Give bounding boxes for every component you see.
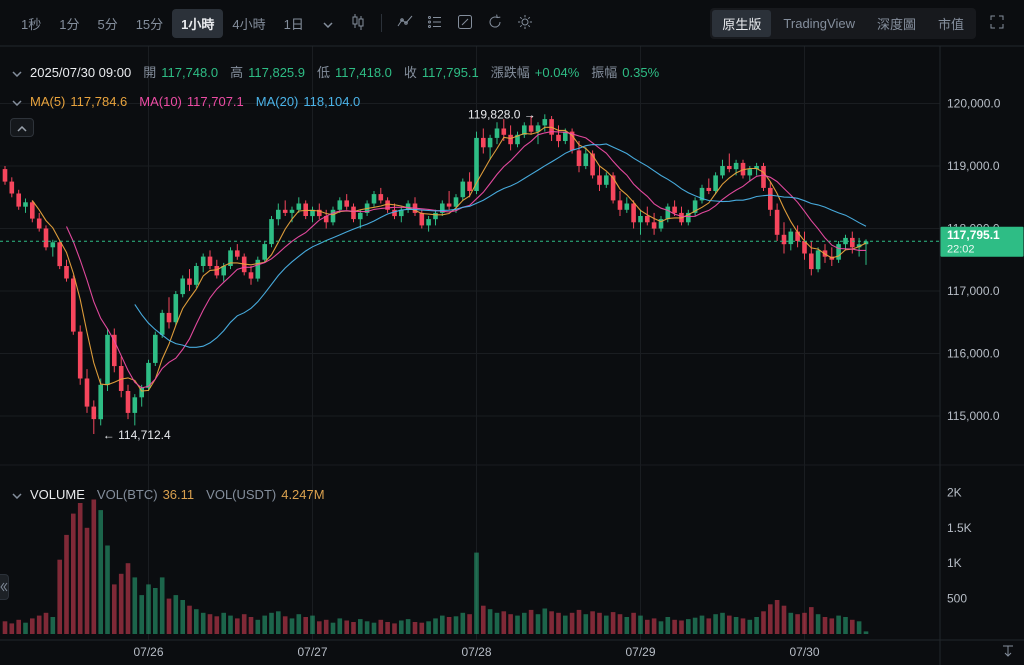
ma5-line	[31, 126, 867, 392]
draw-tools-button[interactable]	[452, 10, 478, 36]
tab-tradingview[interactable]: TradingView	[773, 10, 865, 37]
svg-text:500: 500	[947, 592, 967, 606]
toolbar-divider	[380, 14, 382, 32]
close-label: 收	[403, 65, 417, 80]
volume-collapse-button[interactable]	[12, 487, 22, 502]
vol-usdt-value: 4.247M	[281, 487, 325, 502]
svg-text:07/26: 07/26	[133, 645, 163, 659]
change-value: +0.04%	[534, 65, 580, 80]
ma20-line	[134, 143, 867, 348]
price-axis-labels[interactable]: 120,000.0119,000.0118,000.0117,000.0116,…	[947, 97, 1001, 424]
ma5-value: 117,784.6	[70, 94, 128, 109]
indicators-icon	[396, 13, 414, 34]
chart-toolbar: 1秒 1分 5分 15分 1小時 4小時 1日 原生版 TradingView …	[0, 0, 1024, 46]
vol-btc-label: VOL(BTC)	[96, 487, 158, 502]
interval-4h-button[interactable]: 4小時	[223, 9, 274, 38]
interval-5m-button[interactable]: 5分	[88, 9, 126, 38]
svg-text:07/30: 07/30	[789, 645, 819, 659]
chevron-down-icon	[12, 65, 22, 80]
svg-text:117,795.1: 117,795.1	[947, 228, 1000, 242]
svg-text:119,000.0: 119,000.0	[947, 159, 1000, 173]
close-value: 117,795.1	[421, 65, 479, 80]
price-gridlines	[0, 103, 940, 417]
svg-text:115,000.0: 115,000.0	[947, 409, 1000, 423]
svg-text:07/27: 07/27	[297, 645, 327, 659]
open-value: 117,748.0	[161, 65, 219, 80]
tab-market-cap[interactable]: 市值	[928, 10, 974, 37]
indicator-list-button[interactable]	[422, 10, 448, 36]
volume-bars	[2, 499, 869, 634]
volume-info-bar: VOLUME VOL(BTC) 36.11 VOL(USDT) 4.247M	[12, 487, 325, 502]
double-chevron-left-icon	[0, 580, 8, 595]
candlestick-icon	[349, 13, 367, 34]
svg-text:1K: 1K	[947, 556, 962, 570]
svg-text:1.5K: 1.5K	[947, 521, 972, 535]
tab-native-version[interactable]: 原生版	[712, 9, 772, 37]
volume-axis-labels[interactable]: 2K 1.5K 1K 500	[947, 485, 972, 605]
info-collapse-button[interactable]	[12, 65, 22, 80]
list-icon	[426, 13, 444, 34]
interval-dropdown-button[interactable]	[315, 10, 341, 36]
high-annotation: 119,828.0 →	[468, 107, 536, 121]
interval-1s-button[interactable]: 1秒	[12, 9, 50, 38]
chevron-down-icon	[12, 487, 22, 502]
replay-button[interactable]	[482, 10, 508, 36]
ma-collapse-button[interactable]	[12, 94, 22, 109]
candles	[2, 114, 869, 434]
pane-collapse-button[interactable]	[10, 118, 34, 137]
chevron-down-icon	[12, 94, 22, 109]
svg-text:07/28: 07/28	[461, 645, 491, 659]
svg-text:2K: 2K	[947, 485, 962, 499]
chevron-down-icon	[323, 16, 333, 31]
ma10-value: 117,707.1	[186, 94, 244, 109]
replay-icon	[486, 13, 504, 34]
tab-depth-chart[interactable]: 深度圖	[867, 10, 926, 37]
open-label: 開	[143, 65, 157, 80]
vol-usdt-label: VOL(USDT)	[206, 487, 277, 502]
gear-icon	[516, 13, 534, 34]
date-gridlines	[148, 46, 805, 640]
svg-text:22:02: 22:02	[947, 243, 975, 255]
interval-1d-button[interactable]: 1日	[275, 9, 313, 38]
ohlc-info-bar: 2025/07/30 09:00 開 117,748.0 高 117,825.9 低…	[12, 65, 659, 80]
low-label: 低	[317, 65, 331, 80]
low-annotation: ← 114,712.4	[103, 428, 171, 442]
pencil-square-icon	[456, 13, 474, 34]
settings-button[interactable]	[512, 10, 538, 36]
ma10-line	[65, 131, 866, 389]
interval-1m-button[interactable]: 1分	[50, 9, 88, 38]
interval-1h-button[interactable]: 1小時	[172, 8, 224, 38]
ma-info-bar: MA(5) 117,784.6 MA(10) 117,707.1 MA(20) 118…	[12, 94, 360, 109]
svg-text:07/29: 07/29	[625, 645, 655, 659]
candle-datetime: 2025/07/30 09:00	[30, 65, 132, 80]
interval-15m-button[interactable]: 15分	[127, 9, 172, 38]
svg-text:116,000.0: 116,000.0	[947, 347, 1000, 361]
change-label: 漲跌幅	[490, 65, 530, 80]
indicators-button[interactable]	[392, 10, 418, 36]
last-price-badge[interactable]: 117,795.122:02	[940, 226, 1024, 257]
panel-slide-handle[interactable]	[0, 574, 9, 600]
amplitude-label: 振幅	[591, 65, 618, 80]
fullscreen-icon	[989, 14, 1005, 33]
ma20-label: MA(20)	[255, 94, 299, 109]
view-mode-tabs: 原生版 TradingView 深度圖 市值	[710, 7, 976, 39]
ma5-label: MA(5)	[30, 94, 66, 109]
high-value: 117,825.9	[248, 65, 305, 80]
scale-adjust-icon	[1001, 645, 1015, 661]
svg-text:120,000.0: 120,000.0	[947, 97, 1001, 111]
fullscreen-button[interactable]	[984, 10, 1010, 36]
chevron-up-icon	[17, 120, 27, 135]
ma10-label: MA(10)	[139, 94, 182, 109]
low-value: 117,418.0	[335, 65, 392, 80]
ma20-value: 118,104.0	[303, 94, 361, 109]
amplitude-value: 0.35%	[622, 65, 660, 80]
high-label: 高	[230, 65, 244, 80]
chart-style-button[interactable]	[345, 10, 371, 36]
svg-text:117,000.0: 117,000.0	[947, 284, 1000, 298]
price-scale-settings-button[interactable]	[1001, 644, 1015, 661]
volume-title: VOLUME	[30, 487, 85, 502]
vol-btc-value: 36.11	[162, 487, 195, 502]
time-axis-labels[interactable]: 07/26 07/27 07/28 07/29 07/30	[133, 645, 819, 659]
